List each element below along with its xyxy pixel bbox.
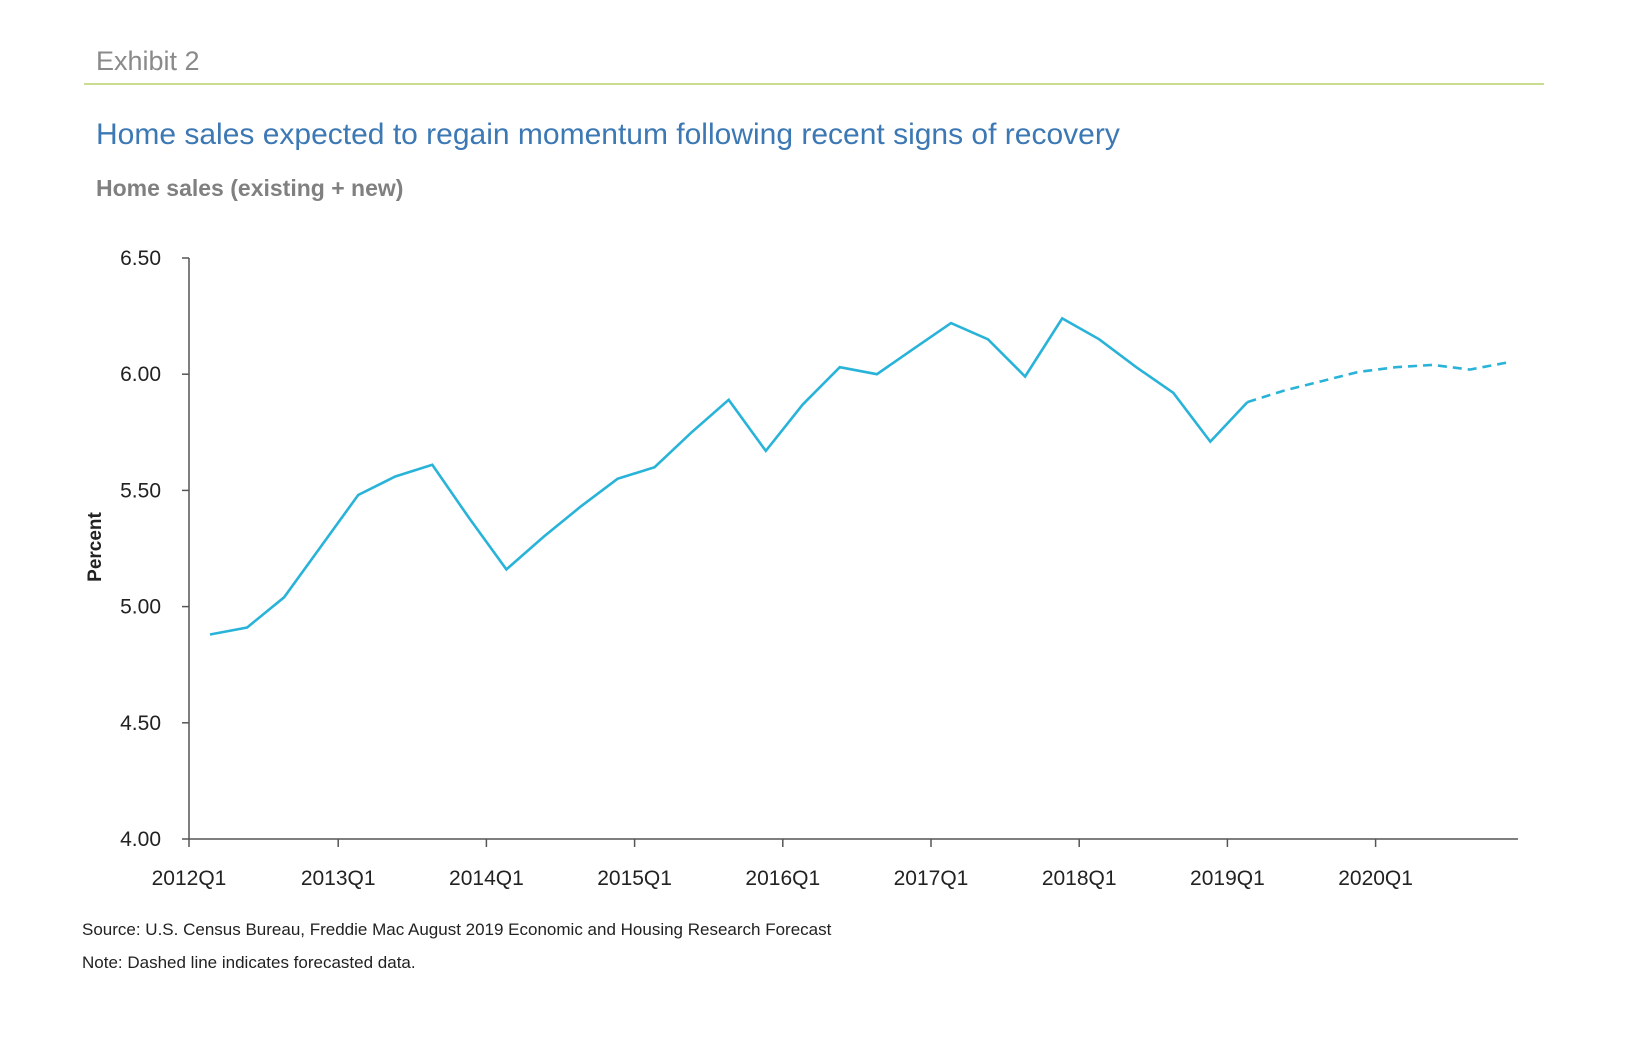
source-note: Source: U.S. Census Bureau, Freddie Mac … [82, 920, 832, 939]
chart-subtitle: Home sales (existing + new) [96, 175, 404, 201]
x-tick-label: 2019Q1 [1190, 867, 1265, 890]
x-tick-label: 2018Q1 [1042, 867, 1117, 890]
header-divider [84, 83, 1544, 85]
x-tick-label: 2017Q1 [894, 867, 969, 890]
forecast-series-line [1247, 361, 1508, 404]
forecast-note: Note: Dashed line indicates forecasted d… [82, 953, 416, 972]
x-tick-label: 2015Q1 [597, 867, 672, 890]
x-tick-label: 2013Q1 [301, 867, 376, 890]
chart-title: Home sales expected to regain momentum f… [96, 118, 1120, 151]
y-tick-label: 4.50 [120, 712, 161, 735]
chart-axes: 4.00 4.50 5.00 5.50 6.00 6.50 2012Q1 2013Q1 2014… [120, 247, 1518, 890]
y-tick-label: 4.00 [120, 828, 161, 851]
exhibit-label: Exhibit 2 [96, 46, 200, 76]
y-tick-label: 5.50 [120, 479, 161, 502]
y-axis-label: Percent [85, 511, 106, 581]
chart-series [209, 316, 1508, 636]
x-tick-label: 2020Q1 [1338, 867, 1413, 890]
x-tick-label: 2012Q1 [152, 867, 227, 890]
x-tick-label: 2014Q1 [449, 867, 524, 890]
y-tick-label: 6.50 [120, 247, 161, 270]
actual-series-line [209, 316, 1249, 636]
x-tick-label: 2016Q1 [745, 867, 820, 890]
y-tick-label: 5.00 [120, 596, 161, 619]
y-tick-label: 6.00 [120, 363, 161, 386]
